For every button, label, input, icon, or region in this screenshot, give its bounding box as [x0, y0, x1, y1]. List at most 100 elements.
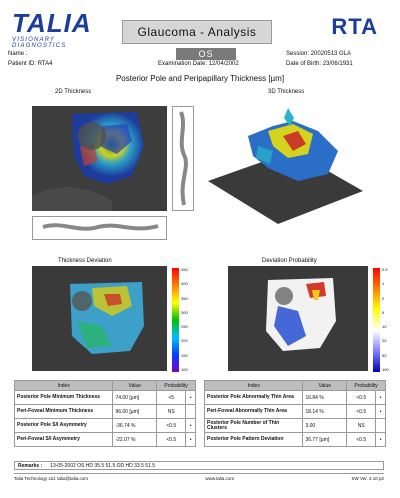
report-title: Glaucoma - Analysis: [122, 20, 272, 44]
row-mark: •: [185, 432, 196, 447]
patient-id-value: RTA4: [37, 61, 53, 67]
tick-label: 100: [382, 366, 389, 372]
row-probability: <0.5: [346, 432, 377, 447]
horizontal-profile-plot: [32, 216, 167, 240]
index-table-left: Index Value Probability Posterior Pole M…: [13, 380, 196, 447]
name-label: Name :: [8, 51, 28, 57]
exam-date-value: 12/04/2002: [208, 61, 239, 67]
row-label: Posterior Pole Pattern Deviation: [203, 432, 304, 447]
table-row: Posterior Pole Abnormally Thin Area 16.8…: [203, 390, 386, 405]
index-table-right: Index Value Probability Posterior Pole A…: [203, 380, 386, 447]
thickness-3d-map: [198, 96, 368, 226]
session-value: 20020513 GLA: [310, 51, 352, 57]
row-probability: <0.5: [346, 404, 377, 419]
row-value: 18.14 %: [302, 404, 348, 419]
remarks-label: Remarks :: [18, 462, 43, 469]
horizontal-profile-image: [42, 223, 159, 231]
deviation-image: [32, 266, 167, 371]
tick-label: 0.5: [382, 267, 388, 272]
panel-label-probability: Deviation Probability: [262, 258, 317, 264]
row-probability: <0.5: [156, 418, 187, 433]
eye-badge: OS: [176, 48, 236, 60]
thickness-colorbar: [172, 268, 179, 372]
panel-label-3d: 3D Thickness: [268, 89, 305, 95]
vertical-profile-image: [179, 111, 188, 206]
col-header-probability: Probability: [346, 380, 386, 391]
footer-company: Talia Technology Ltd. talia@talia.com: [14, 476, 89, 481]
row-label: Peri-Foveal Abnormally Thin Area: [203, 404, 304, 419]
col-header-index: Index: [203, 380, 304, 391]
table-header-row: Index Value Probability: [13, 380, 196, 391]
panel-label-deviation: Thickness Deviation: [58, 258, 112, 264]
panel-label-2d: 2D Thickness: [55, 89, 92, 95]
row-mark: •: [185, 418, 196, 433]
page-footer: Talia Technology Ltd. talia@talia.com ww…: [14, 473, 384, 483]
tick-label: 20: [382, 338, 387, 344]
row-probability: NS: [346, 418, 377, 433]
talia-logo: TALIA VISIONARY DIAGNOSTICS: [12, 10, 107, 50]
exam-date-label: Examination Date:: [158, 61, 208, 67]
tick-label: 450: [181, 267, 188, 272]
row-mark: •: [185, 390, 196, 405]
row-value: 16.84 %: [302, 390, 348, 405]
vertical-profile-plot: [172, 106, 194, 211]
section-title: Posterior Pole and Peripapillary Thickne…: [115, 74, 285, 83]
table-row: Peri-Foveal Abnormally Thin Area 18.14 %…: [203, 404, 386, 419]
row-label: Peri-Foveal S/I Asymmetry: [13, 432, 114, 447]
thickness-3d-image: [208, 108, 363, 224]
tick-label: 350: [181, 295, 188, 301]
dob-value: 23/06/1931: [322, 61, 353, 67]
tick-label: 10: [382, 324, 387, 330]
thickness-2d-map: [32, 106, 167, 211]
row-mark: [375, 418, 386, 433]
table-row: Peri-Foveal S/I Asymmetry -22.07 % <0.5 …: [13, 432, 196, 447]
row-label: Posterior Pole Minimum Thickness: [13, 390, 114, 405]
product-name: RTA: [331, 14, 378, 39]
remarks-bar: Remarks : 13-05-2002 OS HD 35.5 51.5 OD …: [14, 461, 384, 470]
tick-label: 400: [181, 281, 188, 287]
row-value: -22.07 %: [112, 432, 158, 447]
row-value: 36.77 [µm]: [302, 432, 348, 447]
probability-colorbar: [373, 268, 380, 372]
thickness-deviation-map: [32, 266, 167, 371]
exam-date-line: Examination Date: 12/04/2002: [158, 61, 239, 67]
session-label: Session:: [286, 51, 310, 57]
thickness-2d-image: [32, 106, 167, 211]
table-row: Posterior Pole S/I Asymmetry -36.74 % <0…: [13, 418, 196, 433]
row-mark: •: [375, 390, 386, 405]
table-row: Peri-Foveal Minimum Thickness 96.00 [µm]…: [13, 404, 196, 419]
row-label: Posterior Pole S/I Asymmetry: [13, 418, 114, 433]
table-row: Posterior Pole Pattern Deviation 36.77 […: [203, 432, 386, 447]
row-mark: [185, 404, 196, 419]
col-header-probability: Probability: [156, 380, 196, 391]
table-row: Posterior Pole Number of Thin Clusters 3…: [203, 418, 386, 433]
patient-id-label: Patient ID:: [8, 61, 37, 67]
col-header-value: Value: [302, 380, 348, 391]
tick-label: 150: [181, 352, 188, 358]
row-label: Posterior Pole Number of Thin Clusters: [203, 418, 304, 433]
patient-id-line: Patient ID: RTA4: [8, 61, 52, 67]
logo-text: TALIA: [12, 8, 92, 38]
row-mark: •: [375, 432, 386, 447]
footer-website: www.talia.com: [205, 476, 235, 481]
row-probability: NS: [156, 404, 187, 419]
row-label: Posterior Pole Abnormally Thin Area: [203, 390, 304, 405]
tick-label: 300: [181, 309, 188, 315]
row-probability: <0.5: [156, 432, 187, 447]
tick-label: 50: [382, 352, 387, 358]
row-probability: <0.5: [346, 390, 377, 405]
dob-line: Date of Birth: 23/06/1931: [286, 61, 353, 67]
tick-label: 100: [181, 366, 188, 372]
row-mark: •: [375, 404, 386, 419]
col-header-value: Value: [112, 380, 158, 391]
thickness-colorbar-ticks: 450 400 350 300 250 200 150 100: [181, 268, 188, 372]
row-value: 74.00 [µm]: [112, 390, 158, 405]
row-probability: <5: [156, 390, 187, 405]
tick-label: 250: [181, 324, 188, 330]
dob-label: Date of Birth:: [286, 61, 322, 67]
tick-label: 1: [382, 281, 385, 287]
tick-label: 200: [181, 338, 188, 344]
row-value: 96.00 [µm]: [112, 404, 158, 419]
deviation-probability-map: [228, 266, 368, 371]
table-header-row: Index Value Probability: [203, 380, 386, 391]
